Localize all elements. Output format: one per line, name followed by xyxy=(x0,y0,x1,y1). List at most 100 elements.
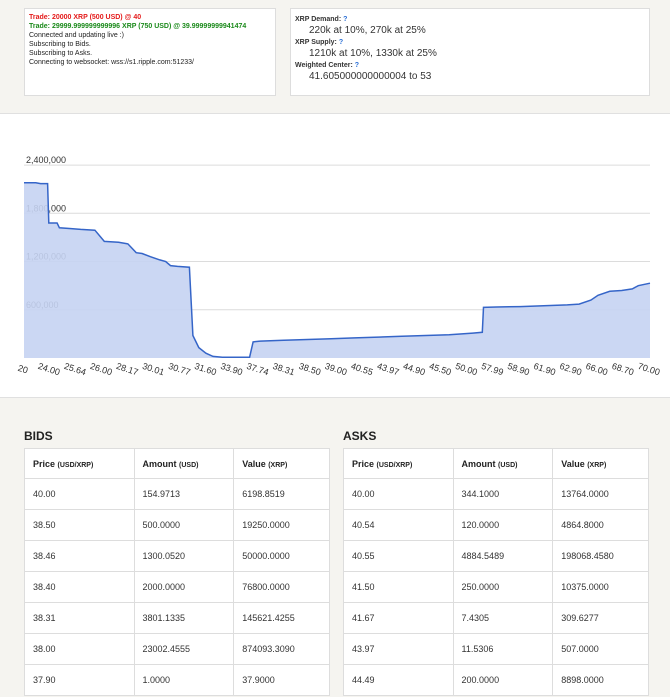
table-cell: 507.0000 xyxy=(552,633,649,665)
x-tick-label: 25.64 xyxy=(63,361,88,377)
table-row[interactable]: 41.50 250.0000 10375.0000 xyxy=(343,571,649,603)
x-tick-label: 40.55 xyxy=(350,361,375,377)
x-tick-label: 37.74 xyxy=(245,361,270,377)
x-tick-label: 45.50 xyxy=(428,361,453,377)
column-header[interactable]: Amount (USD) xyxy=(452,448,554,479)
x-tick-label: 70.00 xyxy=(637,361,662,377)
table-cell: 2000.0000 xyxy=(133,571,235,603)
table-cell: 145621.4255 xyxy=(233,602,330,634)
supply-label: XRP Supply: ? xyxy=(295,39,344,46)
depth-area xyxy=(24,182,650,358)
supply-value: 1210k at 10%, 1330k at 25% xyxy=(309,48,437,59)
depth-chart: 600,0001,200,0001,800,0002,400,0002024.0… xyxy=(0,113,670,398)
table-cell: 38.50 xyxy=(24,509,135,541)
depth-chart-svg: 600,0001,200,0001,800,0002,400,0002024.0… xyxy=(17,155,662,377)
log-line: Trade: 29999.999999999996 XRP (750 USD) … xyxy=(29,23,247,30)
table-cell: 120.0000 xyxy=(452,509,554,541)
table-cell: 40.00 xyxy=(343,478,454,510)
y-tick-label: 2,400,000 xyxy=(26,155,66,165)
table-row[interactable]: 38.46 1300.0520 50000.0000 xyxy=(24,540,330,572)
bids-title: BIDS xyxy=(24,429,53,443)
center-label: Weighted Center: ? xyxy=(295,62,360,69)
x-tick-label: 62.90 xyxy=(558,361,583,377)
table-cell: 38.00 xyxy=(24,633,135,665)
table-row[interactable]: 38.50 500.0000 19250.0000 xyxy=(24,509,330,541)
table-cell: 874093.3090 xyxy=(233,633,330,665)
x-tick-label: 43.97 xyxy=(376,361,401,377)
column-header[interactable]: Amount (USD) xyxy=(133,448,235,479)
column-header[interactable]: Price (USD/XRP) xyxy=(24,448,135,479)
table-cell: 1.0000 xyxy=(133,664,235,696)
bids-table: Price (USD/XRP) Amount (USD) Value (XRP) 4… xyxy=(24,448,330,696)
demand-label: XRP Demand: ? xyxy=(295,16,348,23)
table-cell: 38.40 xyxy=(24,571,135,603)
status-log: Trade: 20000 XRP (500 USD) @ 40 Trade: 29… xyxy=(29,13,271,67)
x-tick-label: 44.90 xyxy=(402,361,427,377)
table-cell: 13764.0000 xyxy=(552,478,649,510)
table-cell: 4864.8000 xyxy=(552,509,649,541)
table-cell: 309.6277 xyxy=(552,602,649,634)
table-cell: 44.49 xyxy=(343,664,454,696)
log-line: Subscribing to Bids. xyxy=(29,41,91,48)
table-row[interactable]: 40.54 120.0000 4864.8000 xyxy=(343,509,649,541)
table-cell: 1300.0520 xyxy=(133,540,235,572)
status-log-panel: Trade: 20000 XRP (500 USD) @ 40 Trade: 29… xyxy=(24,8,276,96)
table-cell: 198068.4580 xyxy=(552,540,649,572)
x-tick-label: 61.90 xyxy=(532,361,557,377)
log-line: Trade: 20000 XRP (500 USD) @ 40 xyxy=(29,14,142,21)
table-row[interactable]: 37.90 1.0000 37.9000 xyxy=(24,664,330,696)
x-tick-label: 20 xyxy=(17,363,30,376)
table-cell: 6198.8519 xyxy=(233,478,330,510)
center-value: 41.605000000000004 to 53 xyxy=(309,71,432,82)
table-cell: 41.50 xyxy=(343,571,454,603)
x-tick-label: 38.31 xyxy=(272,361,297,377)
column-header[interactable]: Value (XRP) xyxy=(552,448,649,479)
table-cell: 41.67 xyxy=(343,602,454,634)
table-row[interactable]: 38.00 23002.4555 874093.3090 xyxy=(24,633,330,665)
table-cell: 38.46 xyxy=(24,540,135,572)
center-help-icon[interactable]: ? xyxy=(354,62,360,69)
table-cell: 37.90 xyxy=(24,664,135,696)
demand-help-icon[interactable]: ? xyxy=(343,16,348,23)
table-cell: 23002.4555 xyxy=(133,633,235,665)
table-row[interactable]: 40.00 344.1000 13764.0000 xyxy=(343,478,649,510)
table-cell: 10375.0000 xyxy=(552,571,649,603)
table-cell: 19250.0000 xyxy=(233,509,330,541)
table-row[interactable]: 43.97 11.5306 507.0000 xyxy=(343,633,649,665)
table-cell: 50000.0000 xyxy=(233,540,330,572)
market-stats-panel: XRP Demand: ? 220k at 10%, 270k at 25% X… xyxy=(290,8,650,96)
table-cell: 200.0000 xyxy=(452,664,554,696)
table-cell: 40.55 xyxy=(343,540,454,572)
table-row[interactable]: 40.55 4884.5489 198068.4580 xyxy=(343,540,649,572)
log-line: Subscribing to Asks. xyxy=(29,50,93,57)
x-tick-label: 66.00 xyxy=(585,361,610,377)
column-header[interactable]: Value (XRP) xyxy=(233,448,330,479)
supply-help-icon[interactable]: ? xyxy=(338,39,344,46)
asks-title: ASKS xyxy=(343,429,377,443)
table-row[interactable]: 40.00 154.9713 6198.8519 xyxy=(24,478,330,510)
table-row[interactable]: 38.31 3801.1335 145621.4255 xyxy=(24,602,330,634)
x-tick-label: 33.90 xyxy=(219,361,244,377)
x-tick-label: 26.00 xyxy=(89,361,114,377)
table-cell: 76800.0000 xyxy=(233,571,330,603)
x-tick-label: 58.90 xyxy=(506,361,531,377)
table-cell: 40.00 xyxy=(24,478,135,510)
x-tick-label: 39.00 xyxy=(324,361,349,377)
x-tick-label: 30.77 xyxy=(167,361,192,377)
log-line: Connected and updating live :) xyxy=(29,32,124,39)
table-cell: 8898.0000 xyxy=(552,664,649,696)
table-row[interactable]: 38.40 2000.0000 76800.0000 xyxy=(24,571,330,603)
x-tick-label: 28.17 xyxy=(115,361,140,377)
x-tick-label: 57.99 xyxy=(480,361,505,377)
x-tick-label: 50.00 xyxy=(454,361,479,377)
table-cell: 3801.1335 xyxy=(133,602,235,634)
column-header[interactable]: Price (USD/XRP) xyxy=(343,448,454,479)
table-row[interactable]: 41.67 7.4305 309.6277 xyxy=(343,602,649,634)
table-cell: 37.9000 xyxy=(233,664,330,696)
x-tick-label: 30.01 xyxy=(141,361,166,377)
table-cell: 4884.5489 xyxy=(452,540,554,572)
table-cell: 40.54 xyxy=(343,509,454,541)
table-row[interactable]: 44.49 200.0000 8898.0000 xyxy=(343,664,649,696)
x-tick-label: 38.50 xyxy=(298,361,323,377)
x-tick-label: 24.00 xyxy=(37,361,62,377)
